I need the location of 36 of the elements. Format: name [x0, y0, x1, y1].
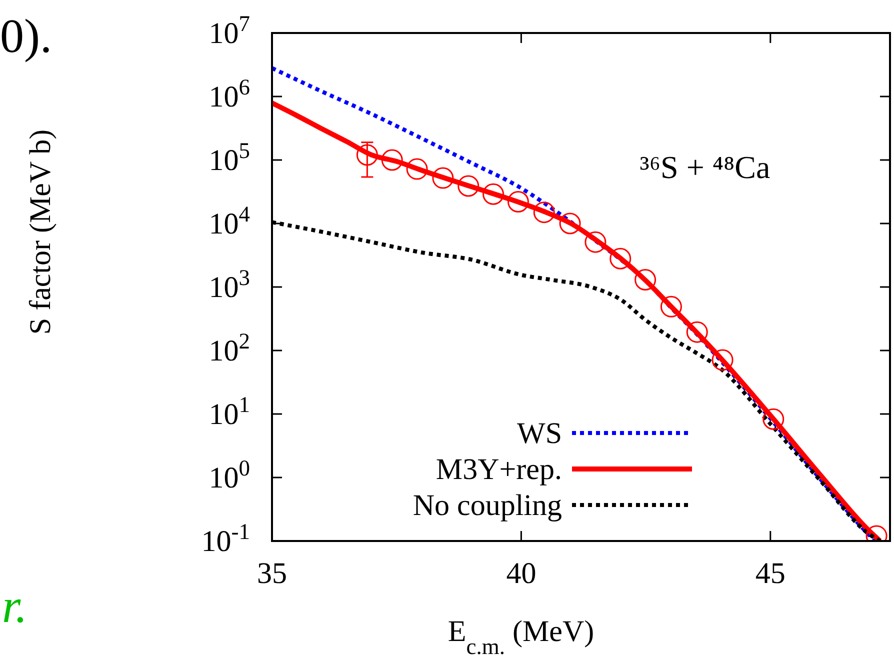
x-tick-label: 40	[506, 557, 536, 590]
y-tick-label: 10$^{1}$	[208, 392, 250, 431]
point	[507, 191, 529, 213]
point	[634, 269, 656, 291]
point	[712, 349, 734, 371]
annotation: ³⁶S + ⁴⁸Ca	[640, 149, 770, 185]
legend-label: No coupling	[412, 489, 562, 522]
y-tick-label: 10$^{-1}$	[201, 518, 250, 558]
point	[406, 158, 428, 180]
point	[482, 183, 504, 205]
y-tick-label: 10$^{5}$	[208, 138, 250, 177]
point	[762, 408, 784, 430]
point	[686, 321, 708, 343]
y-tick-label: 10$^{3}$	[208, 264, 250, 304]
y-tick-label: 10$^{2}$	[208, 328, 250, 368]
x-axis-title: E$_{c.m.}$ (MeV)	[448, 615, 594, 658]
point	[381, 149, 403, 171]
point	[356, 144, 378, 166]
y-tick-label: 10$^{0}$	[208, 455, 250, 494]
legend-label: M3Y+rep.	[436, 453, 562, 486]
y-tick-label: 10$^{4}$	[208, 201, 250, 240]
point	[610, 248, 632, 270]
x-tick-label: 35	[257, 557, 287, 590]
text: r.	[2, 580, 28, 633]
point	[533, 202, 555, 224]
legend-label: WS	[517, 417, 562, 450]
y-axis-title: S factor (MeV b)	[24, 129, 57, 335]
point	[660, 296, 682, 318]
y-tick-label: 10$^{7}$	[208, 10, 250, 50]
text: 0).	[0, 10, 52, 63]
x-tick-label: 45	[755, 557, 786, 590]
point	[584, 231, 606, 253]
y-tick-label: 10$^{6}$	[208, 74, 250, 114]
point	[432, 167, 454, 189]
point	[458, 175, 480, 197]
point	[559, 212, 581, 234]
